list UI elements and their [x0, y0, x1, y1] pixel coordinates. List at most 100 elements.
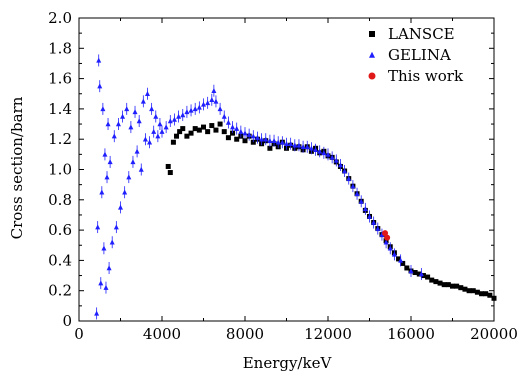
data-point [284, 140, 289, 146]
data-point [321, 150, 327, 156]
data-point [171, 116, 177, 122]
y-tick-label: 0.4 [48, 251, 72, 269]
data-point [134, 148, 140, 154]
data-point [425, 274, 431, 280]
data-point [205, 129, 211, 135]
data-point [95, 224, 101, 230]
data-point [254, 134, 260, 140]
data-point [205, 100, 211, 106]
data-point [170, 139, 176, 145]
data-point [225, 135, 231, 141]
data-point [275, 139, 281, 145]
data-point [196, 104, 202, 110]
data-point [94, 310, 100, 316]
data-point [99, 189, 105, 195]
data-point [483, 291, 489, 297]
data-point [167, 118, 173, 124]
data-point [350, 183, 356, 189]
data-point [192, 126, 198, 132]
data-point [437, 280, 443, 286]
data-point [325, 151, 331, 157]
data-point [201, 124, 206, 130]
data-point [209, 97, 215, 103]
data-point [157, 121, 163, 127]
data-point [213, 127, 219, 133]
data-point [103, 284, 109, 290]
data-point [246, 131, 252, 137]
data-point [188, 107, 194, 113]
data-point [104, 174, 110, 180]
data-point [474, 289, 480, 295]
data-point [308, 145, 314, 151]
data-point [217, 121, 223, 127]
data-point [387, 245, 393, 251]
data-point [211, 87, 217, 93]
data-point [296, 142, 302, 148]
data-point [346, 175, 352, 181]
data-point [184, 109, 190, 115]
data-point [416, 271, 422, 277]
data-point [176, 113, 182, 119]
y-tick-label: 1.0 [48, 161, 72, 179]
data-point [398, 257, 404, 263]
data-point [155, 133, 161, 139]
data-point [441, 282, 447, 288]
data-point [136, 118, 142, 124]
data-point [429, 277, 435, 283]
data-point [382, 230, 389, 237]
data-point [102, 151, 108, 157]
data-point [408, 268, 414, 274]
data-point [462, 286, 468, 292]
y-tick-label: 0.2 [48, 282, 72, 300]
data-point [111, 133, 117, 139]
x-tick-label: 12000 [304, 325, 352, 343]
data-point [192, 106, 198, 112]
data-point [300, 144, 306, 150]
legend-marker [369, 31, 375, 37]
data-point [404, 265, 410, 271]
data-point [144, 91, 150, 96]
data-point [487, 292, 493, 298]
data-point [317, 148, 323, 154]
data-point [105, 121, 111, 127]
data-point [267, 145, 273, 151]
data-point [196, 127, 202, 133]
data-point [100, 106, 106, 112]
data-point [177, 129, 183, 135]
x-tick-label: 4000 [143, 325, 181, 343]
data-point [234, 125, 240, 131]
data-point [479, 291, 485, 297]
data-point [230, 130, 236, 136]
data-point [120, 113, 126, 119]
y-tick-label: 0 [62, 312, 72, 330]
data-point [138, 166, 144, 172]
x-tick-label: 16000 [387, 325, 435, 343]
data-point [371, 219, 377, 225]
x-tick-label: 0 [74, 325, 84, 343]
data-point [163, 124, 169, 130]
data-point [130, 159, 136, 165]
legend-label: GELINA [388, 46, 451, 64]
axes: 0 4000 8000 12000 16000 20000 0 0.2 0.4 0.6 0.8 1.0… [48, 9, 518, 343]
data-point [470, 288, 476, 294]
data-point [342, 168, 348, 174]
y-tick-label: 1.8 [48, 39, 72, 57]
data-point [124, 106, 130, 112]
data-point [412, 270, 418, 276]
data-point [337, 162, 343, 168]
data-point [250, 133, 256, 139]
data-point [221, 129, 227, 135]
data-point [267, 137, 273, 143]
data-point [213, 98, 219, 104]
data-point [362, 206, 368, 212]
data-point [450, 283, 455, 289]
data-point [238, 128, 244, 134]
legend-label: LANSCE [388, 25, 455, 43]
data-point [433, 279, 439, 285]
data-point [101, 245, 107, 251]
data-point [292, 142, 298, 148]
data-point [358, 198, 364, 204]
data-point [180, 126, 186, 132]
data-point [107, 159, 113, 165]
data-point [379, 231, 385, 237]
